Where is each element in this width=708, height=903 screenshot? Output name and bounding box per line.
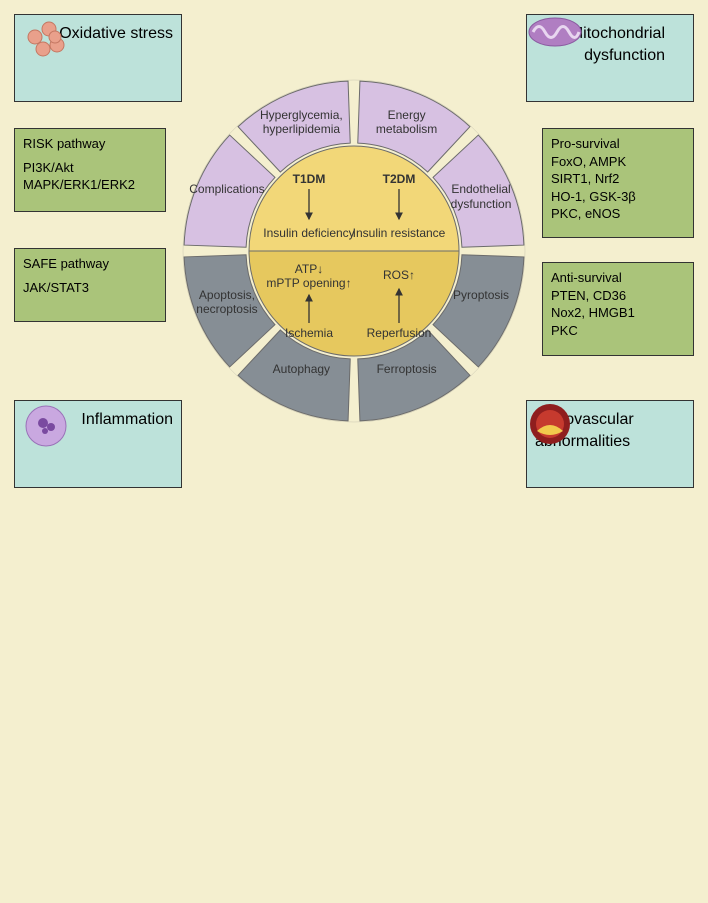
pathway-line: PKC, eNOS xyxy=(551,205,685,223)
pathway-title: RISK pathway xyxy=(23,135,157,153)
pathway-line: HO-1, GSK-3β xyxy=(551,188,685,206)
pathway-title: Anti-survival xyxy=(551,269,685,287)
pathway-line: FoxO, AMPK xyxy=(551,153,685,171)
topic-microvascular: Microvascular abnormalities xyxy=(526,400,694,488)
pathway-line: MAPK/ERK1/ERK2 xyxy=(23,176,157,194)
pathway-line: SIRT1, Nrf2 xyxy=(551,170,685,188)
pathway-line: PTEN, CD36 xyxy=(551,287,685,305)
pathway-antisurvival: Anti-survival PTEN, CD36 Nox2, HMGB1 PKC xyxy=(542,262,694,356)
topic-mito-dysfunction: Mitochondrial dysfunction xyxy=(526,14,694,102)
topic-oxidative-stress: Oxidative stress xyxy=(14,14,182,102)
pathway-title: SAFE pathway xyxy=(23,255,157,273)
pathway-line: PKC xyxy=(551,322,685,340)
topic-inflammation: Inflammation xyxy=(14,400,182,488)
pathway-prosurvival: Pro-survival FoxO, AMPK SIRT1, Nrf2 HO-1… xyxy=(542,128,694,238)
pathway-line: PI3K/Akt xyxy=(23,159,157,177)
vessel-icon xyxy=(527,401,708,903)
pathway-line: JAK/STAT3 xyxy=(23,279,157,297)
pathway-safe: SAFE pathway JAK/STAT3 xyxy=(14,248,166,322)
pathway-title: Pro-survival xyxy=(551,135,685,153)
pathway-risk: RISK pathway PI3K/Akt MAPK/ERK1/ERK2 xyxy=(14,128,166,212)
pathway-line: Nox2, HMGB1 xyxy=(551,304,685,322)
